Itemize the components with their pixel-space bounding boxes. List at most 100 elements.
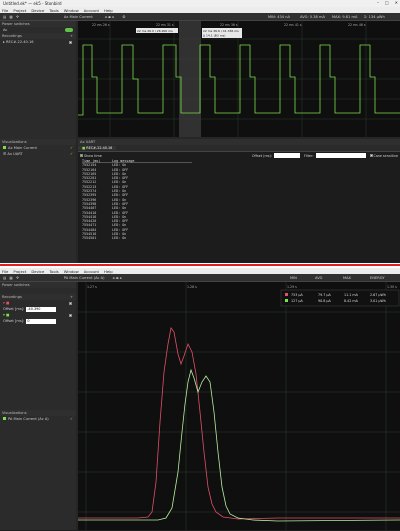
switch-label: Ac: [3, 28, 8, 32]
table-row[interactable]: 7554407 LED: On: [82, 206, 400, 210]
row-time: 7552165: [82, 171, 97, 176]
table-row[interactable]: 7554416 LED: On: [82, 215, 400, 219]
power-toggle[interactable]: [65, 28, 73, 32]
recording-checkbox[interactable]: [69, 40, 72, 44]
offset-row-2: Offset [ms]: 0: [0, 318, 76, 324]
table-row[interactable]: 7554510 LED: On: [82, 232, 400, 236]
open-icon[interactable]: ▤: [3, 275, 7, 280]
offset-input-2[interactable]: 0: [26, 318, 57, 324]
check-icon[interactable]: ✓: [69, 152, 73, 156]
vis-item-main-current[interactable]: Ax Main Current ✓: [0, 145, 76, 151]
menu-help[interactable]: Help: [104, 268, 113, 274]
recordings-header: Recordings +: [0, 33, 76, 39]
expand-icon[interactable]: ▾ ■: [3, 313, 10, 317]
log-panel-title: Ax UART: [78, 139, 400, 145]
playback-icons[interactable]: ◂ ◂▸ ▸: [104, 14, 115, 19]
recording-item-1[interactable]: ▾ ■: [0, 300, 76, 306]
log-table-header: Time (ms) Log message: [82, 158, 192, 164]
table-row[interactable]: 7552374 LED: On: [82, 189, 400, 193]
filter-input[interactable]: [315, 153, 366, 158]
offset-input-1[interactable]: -40.390: [26, 306, 57, 312]
row-message: LED: OFF: [112, 227, 129, 232]
check-icon[interactable]: ✓: [69, 146, 73, 150]
minimize-icon[interactable]: –: [376, 0, 379, 5]
menu-tools[interactable]: Tools: [49, 268, 59, 274]
table-row[interactable]: 7554471 LED: On: [82, 223, 400, 227]
offset-input[interactable]: [274, 153, 301, 158]
menu-device[interactable]: Device: [31, 7, 45, 13]
readout-avg: AVG: 5.38 mA: [300, 14, 325, 19]
menu-account[interactable]: Account: [83, 268, 100, 274]
menu-window[interactable]: Window: [63, 7, 79, 13]
vis-label: Ax UART: [7, 152, 23, 156]
recording-item[interactable]: ▸ REC#-22.40.16: [0, 39, 76, 45]
signal-name[interactable]: Ax Main Current: [63, 14, 93, 19]
close-icon[interactable]: ✕: [394, 0, 398, 5]
table-row[interactable]: 7554410 LED: OFF: [82, 211, 400, 215]
check-icon[interactable]: ✓: [69, 417, 73, 421]
waveform-plot[interactable]: 22 ms 26 s 22 ms 31 s 22 ms 36 s 22 ms 4…: [78, 21, 400, 137]
menu-help[interactable]: Help: [104, 7, 113, 13]
vis-label: PA Main Current (Ac A): [8, 417, 49, 421]
table-row[interactable]: 7552395 LED: OFF: [82, 193, 400, 197]
row-message: LED: OFF: [112, 201, 129, 206]
menu-file[interactable]: File: [2, 268, 9, 274]
add-icon[interactable]: +: [69, 295, 73, 299]
vis-item-main-current[interactable]: PA Main Current (Ac A) ✓: [0, 416, 76, 422]
recording-checkbox[interactable]: [69, 301, 72, 305]
menu-project[interactable]: Project: [13, 7, 27, 13]
save-icon[interactable]: ▦: [9, 275, 13, 280]
recording-item-2[interactable]: ▾ ■: [0, 312, 76, 318]
selection-region[interactable]: [179, 21, 201, 137]
playback-icons[interactable]: ◂ ◂▸ ▸: [112, 275, 123, 280]
move-icon[interactable]: ✣: [15, 275, 19, 280]
row-message: LED: On: [112, 206, 127, 211]
readout-avg: AVG: [315, 275, 323, 280]
move-icon[interactable]: ✣: [15, 14, 19, 19]
readout-min: MIN: 434 nA: [268, 14, 290, 19]
menu-window[interactable]: Window: [63, 268, 79, 274]
time-tick: 22 ms 26 s: [92, 23, 110, 27]
time-tick: 1.30 s: [387, 285, 397, 289]
settings-icon[interactable]: ⚙: [122, 14, 126, 19]
signal-name[interactable]: PA Main Current (Ac A): [63, 275, 105, 280]
waveform-plot[interactable]: 1.27 s 1.28 s 1.29 s 1.30 s 753 μA 79.7 …: [78, 282, 400, 530]
expand-icon[interactable]: ▸: [3, 40, 6, 44]
divider: [0, 263, 400, 268]
table-row[interactable]: 7552201 LED: OFF: [82, 176, 400, 180]
menu-project[interactable]: Project: [13, 268, 27, 274]
vis-label: Ax Main Current: [8, 146, 37, 150]
case-sensitive-checkbox[interactable]: [369, 154, 373, 157]
waveform-svg[interactable]: 1.27 s 1.28 s 1.29 s 1.30 s 753 μA 79.7 …: [78, 282, 400, 530]
color-swatch: [3, 146, 6, 149]
table-row[interactable]: 7554501 LED: On: [82, 236, 400, 240]
table-row[interactable]: 7552396 LED: On: [82, 198, 400, 202]
table-row[interactable]: 7552154 LED: On: [82, 163, 400, 167]
row-message: LED: On: [112, 223, 127, 228]
menu-device[interactable]: Device: [31, 268, 45, 274]
table-row[interactable]: 7552165 LED: On: [82, 172, 400, 176]
expand-icon[interactable]: ▾ ■: [3, 301, 10, 305]
table-row[interactable]: 7554398 LED: OFF: [82, 202, 400, 206]
readout-max: MAX: [343, 275, 352, 280]
menu-file[interactable]: File: [2, 7, 9, 13]
menu-tools[interactable]: Tools: [49, 7, 59, 13]
add-icon[interactable]: +: [69, 34, 73, 38]
log-tab[interactable]: ■ REC#-22.40.16: [78, 146, 117, 150]
col-msg: Log message: [112, 158, 135, 163]
vis-item-uart[interactable]: ☰ Ax UART ✓: [0, 151, 76, 157]
table-row[interactable]: 7552213 LED: OFF: [82, 185, 400, 189]
maximize-icon[interactable]: □: [384, 0, 389, 5]
row-message: LED: OFF: [112, 184, 129, 189]
table-row[interactable]: 7552212 LED: On: [82, 180, 400, 184]
table-row[interactable]: 7552164 LED: OFF: [82, 168, 400, 172]
readout-cell: 2.67 μWh: [370, 293, 386, 297]
open-icon[interactable]: ▤: [3, 14, 7, 19]
show-time-checkbox[interactable]: [80, 154, 83, 157]
waveform-svg[interactable]: 22 ms 26 s 22 ms 31 s 22 ms 36 s 22 ms 4…: [78, 21, 400, 137]
table-row[interactable]: 7554484 LED: OFF: [82, 228, 400, 232]
save-icon[interactable]: ▦: [9, 14, 13, 19]
menu-account[interactable]: Account: [83, 7, 100, 13]
table-row[interactable]: 7554420 LED: OFF: [82, 219, 400, 223]
recording-checkbox[interactable]: [69, 313, 72, 317]
